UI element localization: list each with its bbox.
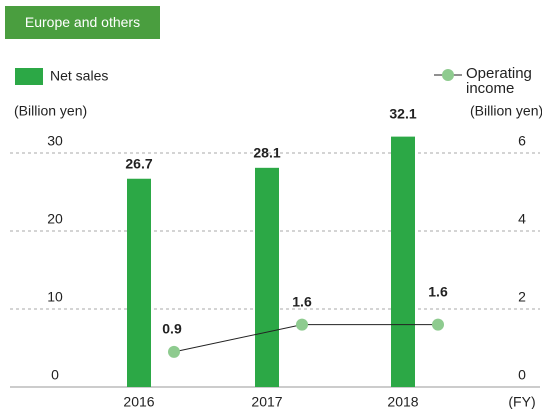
legend-swatch: [15, 68, 43, 85]
legend-label: Net sales: [50, 68, 108, 84]
x-tick-label: 2018: [387, 394, 418, 409]
x-tick-label: 2016: [123, 394, 154, 409]
y-axis-label: (Billion yen): [14, 103, 87, 119]
data-label: 32.1: [389, 105, 416, 121]
chart-title: Europe and others: [5, 6, 160, 39]
x-axis-label: (FY): [508, 394, 535, 409]
bar: [127, 178, 151, 387]
y-tick-label: 10: [47, 289, 63, 305]
bar: [255, 167, 279, 387]
x-tick-label: 2017: [251, 394, 282, 409]
data-label: 0.9: [162, 321, 182, 337]
legend-label: Operating income: [466, 65, 532, 97]
data-label: 1.6: [292, 293, 312, 309]
y2-tick-label: 4: [518, 211, 526, 227]
y-tick-label: 0: [51, 367, 59, 383]
data-label: 1.6: [428, 283, 448, 299]
y2-tick-label: 0: [518, 367, 526, 383]
y2-axis-label: (Billion yen): [470, 103, 542, 119]
y2-tick-label: 2: [518, 289, 526, 305]
y-tick-label: 20: [47, 211, 63, 227]
y-tick-label: 30: [47, 133, 63, 149]
line-marker: [296, 318, 308, 331]
line-marker: [168, 345, 180, 358]
bar: [391, 136, 415, 387]
line-marker: [432, 318, 444, 331]
legend-marker: [442, 69, 454, 81]
data-label: 26.7: [125, 155, 152, 171]
data-label: 28.1: [253, 145, 280, 161]
y2-tick-label: 6: [518, 133, 526, 149]
